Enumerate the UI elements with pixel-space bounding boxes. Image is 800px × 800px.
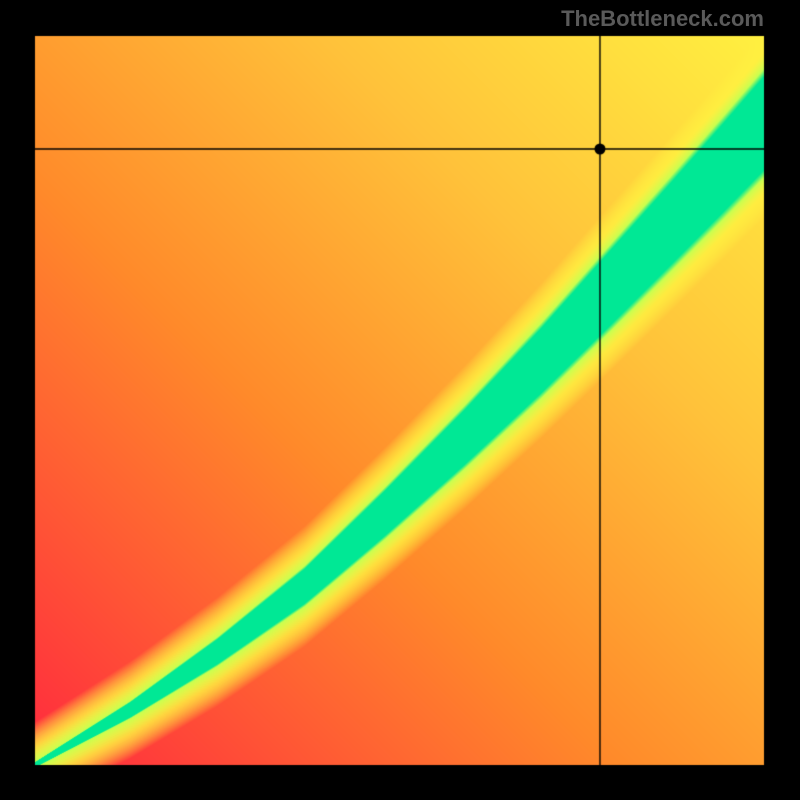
bottleneck-heatmap [0, 0, 800, 800]
watermark-text: TheBottleneck.com [561, 6, 764, 32]
